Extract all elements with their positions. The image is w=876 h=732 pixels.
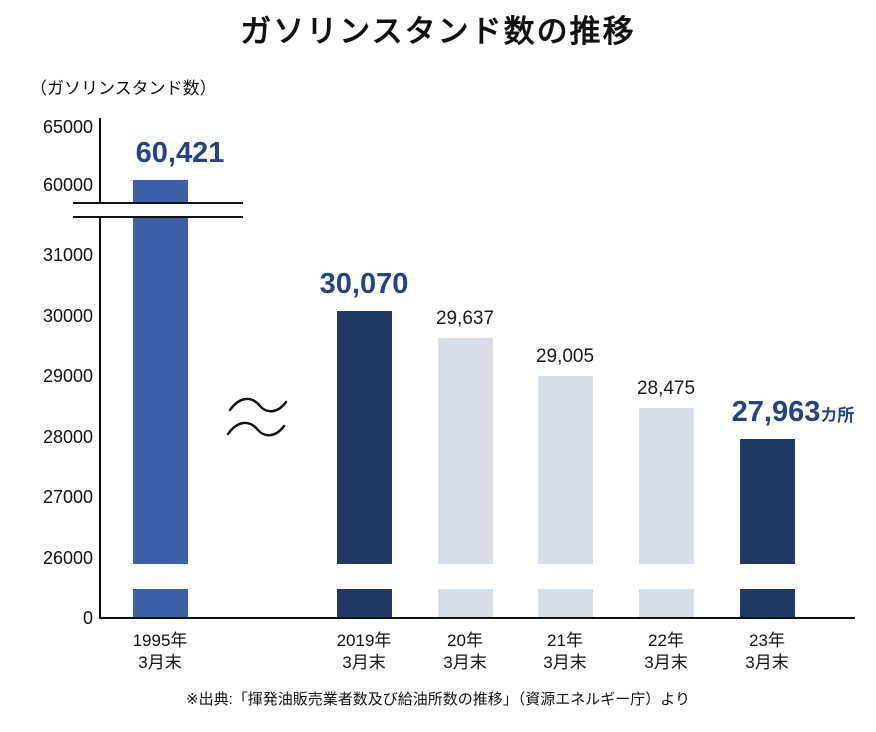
x-axis-line — [99, 617, 855, 619]
x-category-label-line2: 3月末 — [342, 653, 386, 672]
bar-base-stub — [740, 589, 795, 617]
x-category-label: 22年 3月末 — [601, 630, 731, 674]
y-axis-tick-label: 30000 — [42, 306, 93, 326]
axis-break-line-top — [73, 202, 243, 204]
x-category-label: 1995年 3月末 — [95, 630, 225, 674]
bar — [133, 180, 188, 564]
y-axis-tick-label: 31000 — [42, 245, 93, 265]
x-category-label: 23年 3月末 — [702, 630, 832, 674]
bar-base-stub — [337, 589, 392, 617]
x-category-label-line1: 22年 — [648, 631, 684, 650]
bar-base-stub — [538, 589, 593, 617]
y-axis-tick-label: 26000 — [42, 548, 93, 568]
bar-value-label: 29,005 — [535, 346, 595, 367]
axis-break-wave-icon — [226, 397, 288, 437]
y-axis-unit-label: （ガソリンスタンド数） — [30, 79, 217, 98]
y-axis-tick-label: 27000 — [42, 487, 93, 507]
y-axis-tick-label: 0 — [82, 608, 93, 628]
chart-title: ガソリンスタンド数の推移 — [240, 14, 636, 49]
value-unit-suffix: カ所 — [820, 406, 855, 425]
axis-break-band — [73, 204, 243, 216]
y-axis-tick-label: 65000 — [42, 117, 93, 137]
x-category-label: 21年 3月末 — [500, 630, 630, 674]
x-category-label-line1: 21年 — [547, 631, 583, 650]
y-axis-tick-label: 60000 — [42, 175, 93, 195]
bar-value-label: 27,963カ所 — [731, 396, 855, 428]
x-category-label-line2: 3月末 — [644, 653, 688, 672]
bar-value-label: 60,421 — [135, 137, 225, 169]
source-note: ※出典:「揮発油販売業者数及び給油所数の推移」（資源エネルギー庁）より — [186, 691, 690, 708]
bar-value-label: 29,637 — [435, 308, 495, 329]
x-category-label-line1: 1995年 — [132, 631, 188, 650]
bar — [538, 376, 593, 564]
bar-base-stub — [133, 589, 188, 617]
x-category-label-line1: 20年 — [447, 631, 483, 650]
bar-value-label: 30,070 — [319, 268, 409, 300]
bar — [337, 311, 392, 564]
bar — [438, 338, 493, 564]
x-category-label: 20年 3月末 — [400, 630, 530, 674]
y-axis-line — [99, 118, 101, 619]
x-category-label-line2: 3月末 — [443, 653, 487, 672]
axis-break-line-bottom — [73, 216, 243, 218]
x-category-label-line1: 2019年 — [336, 631, 392, 650]
y-axis-tick-label: 28000 — [42, 427, 93, 447]
bar-value-label: 28,475 — [636, 378, 696, 399]
bar — [639, 408, 694, 564]
x-category-label-line2: 3月末 — [138, 653, 182, 672]
x-category-label-line1: 23年 — [749, 631, 785, 650]
x-category-label-line2: 3月末 — [745, 653, 789, 672]
x-category-label-line2: 3月末 — [543, 653, 587, 672]
bar — [740, 439, 795, 564]
x-category-label: 2019年 3月末 — [299, 630, 429, 674]
bar-base-stub — [438, 589, 493, 617]
y-axis-tick-label: 29000 — [42, 366, 93, 386]
bar-base-stub — [639, 589, 694, 617]
